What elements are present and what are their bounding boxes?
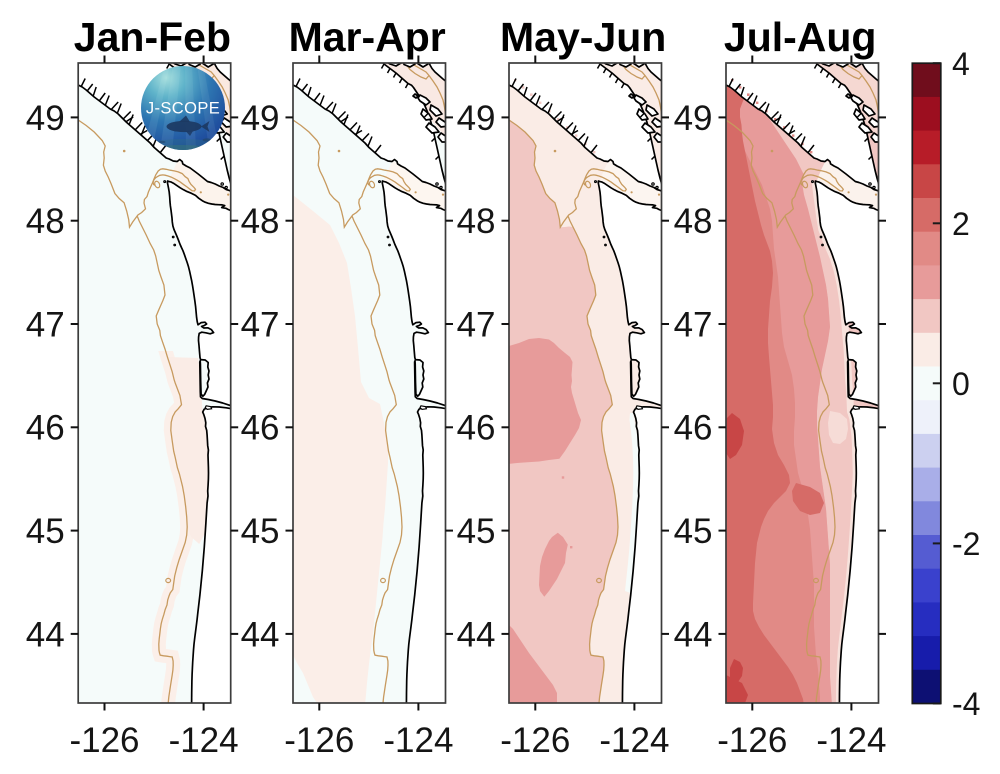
svg-text:48: 48 [457, 202, 496, 241]
svg-text:-2: -2 [952, 526, 980, 562]
svg-text:44: 44 [674, 615, 713, 654]
svg-text:J-SCOPE: J-SCOPE [146, 100, 220, 118]
svg-text:46: 46 [26, 409, 65, 448]
svg-text:49: 49 [241, 99, 280, 138]
svg-text:47: 47 [457, 305, 496, 344]
svg-text:-124: -124 [599, 721, 669, 760]
svg-text:48: 48 [674, 202, 713, 241]
svg-text:46: 46 [241, 409, 280, 448]
svg-text:49: 49 [26, 99, 65, 138]
svg-text:-4: -4 [952, 686, 980, 722]
svg-text:44: 44 [241, 615, 280, 654]
svg-text:0: 0 [952, 366, 970, 402]
svg-text:Mar-Apr: Mar-Apr [289, 14, 446, 60]
svg-text:-126: -126 [717, 721, 787, 760]
svg-text:-124: -124 [816, 721, 886, 760]
svg-text:4: 4 [952, 46, 970, 82]
svg-text:-126: -126 [69, 721, 139, 760]
svg-text:45: 45 [241, 512, 280, 551]
svg-text:47: 47 [674, 305, 713, 344]
svg-text:47: 47 [241, 305, 280, 344]
svg-text:47: 47 [26, 305, 65, 344]
svg-text:-124: -124 [383, 721, 453, 760]
svg-text:Jan-Feb: Jan-Feb [74, 14, 231, 60]
svg-text:-126: -126 [500, 721, 570, 760]
svg-text:44: 44 [457, 615, 496, 654]
svg-text:2: 2 [952, 206, 970, 242]
svg-text:-126: -126 [284, 721, 354, 760]
svg-text:46: 46 [674, 409, 713, 448]
svg-text:May-Jun: May-Jun [500, 14, 666, 60]
svg-text:46: 46 [457, 409, 496, 448]
svg-text:49: 49 [674, 99, 713, 138]
svg-text:48: 48 [26, 202, 65, 241]
svg-text:45: 45 [457, 512, 496, 551]
svg-text:48: 48 [241, 202, 280, 241]
svg-text:44: 44 [26, 615, 65, 654]
svg-text:Jul-Aug: Jul-Aug [724, 14, 877, 60]
svg-text:45: 45 [674, 512, 713, 551]
svg-text:45: 45 [26, 512, 65, 551]
svg-text:49: 49 [457, 99, 496, 138]
svg-text:-124: -124 [169, 721, 239, 760]
